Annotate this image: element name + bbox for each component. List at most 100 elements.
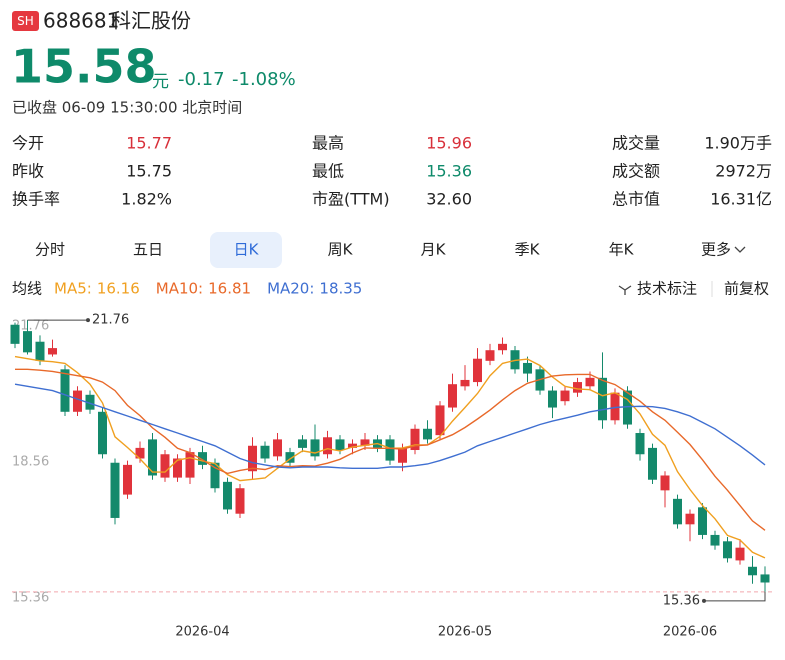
period-tabs: 分时 五日 日K 周K 月K 季K 年K 更多 xyxy=(35,232,731,268)
candle-body xyxy=(660,475,670,491)
ma-line xyxy=(14,383,766,469)
candle-body xyxy=(248,445,257,472)
candle-body xyxy=(223,481,232,510)
tab[interactable]: 分时 xyxy=(35,241,65,259)
candle-body xyxy=(710,534,720,546)
ma-line xyxy=(15,368,766,531)
stat-label: 今开 xyxy=(12,134,44,153)
tab[interactable]: 月K xyxy=(421,241,447,259)
candle-body xyxy=(523,362,532,374)
stat-value: 2972万 xyxy=(715,162,772,181)
low-marker-line xyxy=(704,591,766,602)
candle-body xyxy=(23,331,32,353)
price-change: -0.17 xyxy=(178,69,225,90)
ma-legend-value: 18.35 xyxy=(319,280,362,298)
market-status: 已收盘 06-09 15:30:00 北京时间 xyxy=(12,99,242,117)
candle-body xyxy=(60,369,70,412)
candle-body xyxy=(73,390,82,412)
ma-legend-value: 16.81 xyxy=(208,280,251,298)
candle-body xyxy=(498,343,507,351)
candle-body xyxy=(648,447,657,480)
stat-label: 最低 xyxy=(312,162,344,181)
candle-body xyxy=(10,324,20,344)
candle-body xyxy=(560,390,570,402)
adjust-tool[interactable]: 前复权 xyxy=(724,280,769,298)
candle-body xyxy=(448,384,457,408)
candle-body xyxy=(585,377,595,387)
badge-bg xyxy=(12,11,39,31)
annotate-icon xyxy=(618,285,632,295)
stat-label: 换手率 xyxy=(12,190,60,209)
candle-body xyxy=(723,541,732,559)
x-tick-label: 2026-06 xyxy=(663,625,717,640)
candle-body xyxy=(123,464,132,495)
candle-body xyxy=(173,458,182,478)
ma-legend: MA5: 16.16 MA10: 16.81 MA20: 18.35 xyxy=(54,280,362,298)
stat-value: 16.31亿 xyxy=(710,190,772,209)
candle-body xyxy=(435,405,445,436)
candle-body xyxy=(623,390,632,425)
candle-body xyxy=(148,439,157,476)
stat-label: 成交额 xyxy=(612,162,660,181)
candle-body xyxy=(260,445,270,459)
low-marker-label: 15.36 xyxy=(663,593,700,608)
candle-body xyxy=(598,377,607,421)
candle-body xyxy=(360,439,370,446)
x-tick-label: 2026-05 xyxy=(438,625,492,640)
tab[interactable]: 更多 xyxy=(701,241,731,259)
candle-body xyxy=(673,498,682,525)
annotate-tool[interactable]: 技术标注 xyxy=(637,280,697,298)
stat-value: 15.96 xyxy=(426,134,472,153)
stat-value: 32.60 xyxy=(426,190,472,209)
price-unit: 元 xyxy=(152,72,169,92)
candle-body xyxy=(385,439,395,461)
candle-body xyxy=(110,462,120,518)
tab-active-bg xyxy=(210,232,282,268)
candle-body xyxy=(423,428,432,440)
candle-body xyxy=(85,394,95,410)
candle-body xyxy=(410,428,420,451)
candle-body xyxy=(273,439,282,457)
tab[interactable]: 季K xyxy=(515,241,541,259)
candle-body xyxy=(398,447,407,463)
candle-body xyxy=(335,439,345,451)
more-chevron xyxy=(734,246,746,253)
ma-legend-name: MA5: xyxy=(54,280,92,298)
candle-body xyxy=(485,350,495,361)
stat-value: 15.75 xyxy=(126,162,172,181)
candle-body xyxy=(210,462,220,489)
y-tick-label: 15.36 xyxy=(12,590,49,605)
candle-body xyxy=(323,437,332,455)
candle-body xyxy=(35,341,45,361)
tab[interactable]: 年K xyxy=(609,241,635,259)
price-change-pct: -1.08% xyxy=(232,69,296,90)
stat-label: 总市值 xyxy=(612,190,660,209)
stock-name: 科汇股份 xyxy=(111,9,191,33)
candle-body xyxy=(98,411,107,455)
candle-body xyxy=(610,392,620,421)
candle-body xyxy=(298,439,307,448)
candle-body xyxy=(48,348,57,355)
stat-value: 15.77 xyxy=(126,134,172,153)
candle-body xyxy=(573,382,582,393)
candlestick-chart: 15.36 18.56 21.76 2026-04 2026-05 2026-06 21.7… xyxy=(10,313,772,640)
candle-body xyxy=(548,390,557,408)
candle-body xyxy=(160,454,170,478)
stat-label: 市盈(TTM) xyxy=(312,190,390,209)
y-tick-label: 21.76 xyxy=(12,319,49,334)
candle-body xyxy=(685,513,695,525)
stock-code: 688681 xyxy=(43,9,119,33)
candle-body xyxy=(698,507,707,535)
tab[interactable]: 日K xyxy=(234,241,260,259)
candle-body xyxy=(198,452,207,465)
candle-body xyxy=(235,488,245,514)
candle-body xyxy=(135,447,145,459)
tab[interactable]: 五日 xyxy=(133,241,163,259)
tab[interactable]: 周K xyxy=(328,241,354,259)
ma-legend-name: MA10: xyxy=(156,280,203,298)
market-badge: SH xyxy=(17,14,34,28)
stat-label: 昨收 xyxy=(12,162,44,181)
high-marker-dot xyxy=(86,318,90,323)
price: 15.58 xyxy=(11,40,157,94)
